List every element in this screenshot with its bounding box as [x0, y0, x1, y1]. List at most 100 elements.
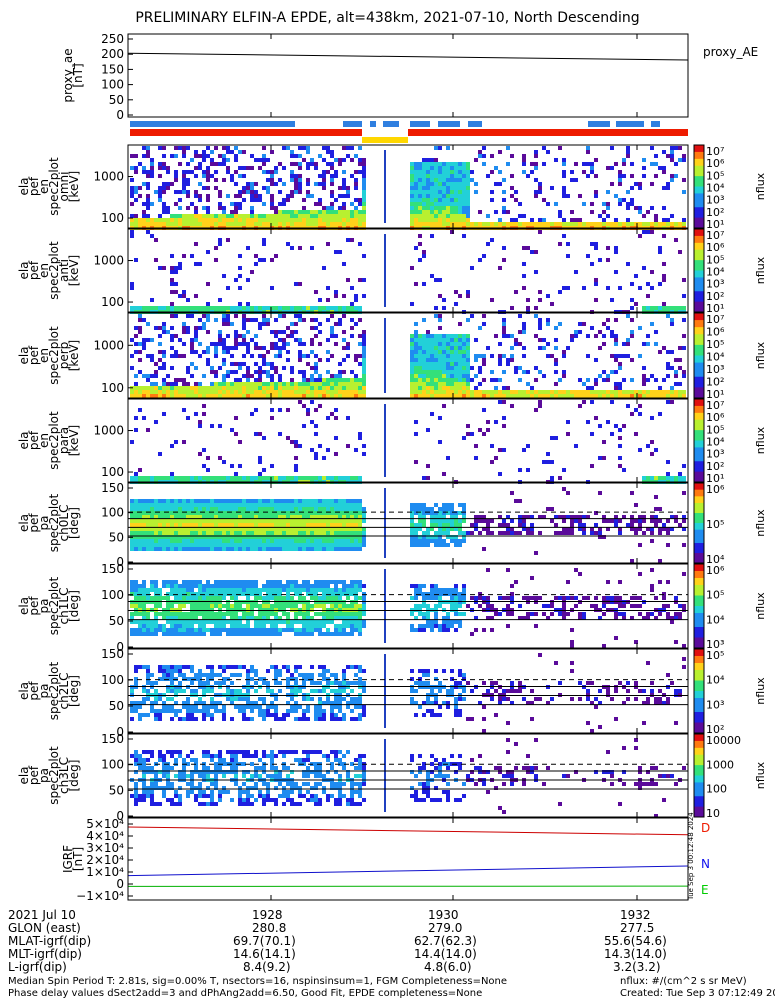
spectrogram-cell — [414, 592, 418, 596]
spectrogram-cell — [450, 519, 454, 523]
spectrogram-cell — [362, 222, 366, 226]
spectrogram-cell — [262, 358, 266, 362]
spectrogram-cell — [262, 503, 266, 507]
spectrogram-cell — [510, 608, 514, 612]
spectrogram-cell — [270, 543, 274, 547]
spectrogram-cell — [174, 394, 178, 398]
spectrogram-cell — [566, 242, 570, 246]
spectrogram-cell — [654, 394, 658, 398]
spectrogram-cell — [266, 178, 270, 182]
spectrogram-cell — [626, 150, 630, 154]
spectrogram-cell — [534, 222, 538, 226]
spectrogram-cell — [314, 476, 318, 480]
spectrogram-cell — [182, 222, 186, 226]
spectrogram-cell — [182, 294, 186, 298]
spectrogram-cell — [358, 535, 362, 539]
spectrogram-cell — [622, 162, 626, 166]
spectrogram-cell — [362, 444, 366, 448]
spectrogram-cell — [426, 535, 430, 539]
spectrogram-cell — [666, 314, 670, 318]
spectrogram-cell — [302, 632, 306, 636]
spectrogram-cell — [250, 198, 254, 202]
spectrogram-cell — [182, 440, 186, 444]
spectrogram-cell — [358, 584, 362, 588]
spectrogram-cell — [362, 190, 366, 194]
spectrogram-cell — [330, 202, 334, 206]
spectrogram-cell — [582, 523, 586, 527]
spectrogram-cell — [326, 416, 330, 420]
spectrogram-cell — [538, 318, 542, 322]
spectrogram-cell — [154, 600, 158, 604]
spectrogram-cell — [410, 362, 414, 366]
spectrogram-cell — [222, 154, 226, 158]
spectrogram-cell — [214, 596, 218, 600]
spectrogram-cell — [346, 444, 350, 448]
spectrogram-cell — [206, 468, 210, 472]
spectrogram-cell — [310, 246, 314, 250]
spectrogram-cell — [422, 358, 426, 362]
spectrogram-cell — [482, 390, 486, 394]
spectrogram-cell — [434, 182, 438, 186]
spectrogram-cell — [506, 162, 510, 166]
spectrogram-cell — [186, 306, 190, 310]
spectrogram-cell — [254, 547, 258, 551]
spectrogram-cell — [210, 596, 214, 600]
spectrogram-cell — [286, 436, 290, 440]
spectrogram-cell — [326, 523, 330, 527]
spectrogram-cell — [138, 588, 142, 592]
spectrogram-cell — [306, 600, 310, 604]
spectrogram-cell — [538, 390, 542, 394]
spectrogram-cell — [202, 503, 206, 507]
spectrogram-cell — [358, 354, 362, 358]
spectrogram-cell — [298, 531, 302, 535]
spectrogram-cell — [146, 515, 150, 519]
spectrogram-cell — [262, 394, 266, 398]
spectrogram-cell — [290, 523, 294, 527]
spectrogram-cell — [250, 628, 254, 632]
spectrogram-cell — [250, 547, 254, 551]
spectrogram-cell — [134, 515, 138, 519]
spectrogram-cell — [622, 222, 626, 226]
spectrogram-cell — [226, 238, 230, 242]
spectrogram-cell — [274, 507, 278, 511]
spectrogram-cell — [338, 604, 342, 608]
spectrogram-cell — [238, 503, 242, 507]
spectrogram-cell — [154, 624, 158, 628]
spectrogram-cell — [414, 362, 418, 366]
spectrogram-cell — [310, 503, 314, 507]
spectrogram-cell — [498, 523, 502, 527]
spectrogram-cell — [342, 499, 346, 503]
spectrogram-cell — [338, 600, 342, 604]
spectrogram-cell — [506, 604, 510, 608]
spectrogram-cell — [634, 503, 638, 507]
spectrogram-cell — [258, 472, 262, 476]
spectrogram-cell — [430, 202, 434, 206]
spectrogram-cell — [254, 616, 258, 620]
spectrogram-cell — [174, 290, 178, 294]
spectrogram-cell — [442, 342, 446, 346]
spectrogram-cell — [142, 620, 146, 624]
spectrogram-cell — [410, 624, 414, 628]
spectrogram-cell — [298, 166, 302, 170]
spectrogram-cell — [338, 394, 342, 398]
spectrogram-cell — [658, 527, 662, 531]
spectrogram-cell — [274, 394, 278, 398]
spectrogram-cell — [302, 386, 306, 390]
spectrogram-cell — [178, 600, 182, 604]
spectrogram-cell — [282, 222, 286, 226]
spectrogram-cell — [246, 330, 250, 334]
spectrogram-cell — [154, 511, 158, 515]
spectrogram-cell — [426, 182, 430, 186]
spectrogram-cell — [630, 412, 634, 416]
spectrogram-cell — [218, 608, 222, 612]
spectrogram-cell — [478, 596, 482, 600]
spectrogram-cell — [622, 354, 626, 358]
spectrogram-cell — [682, 278, 686, 282]
spectrogram-cell — [490, 460, 494, 464]
spectrogram-cell — [190, 588, 194, 592]
spectrogram-cell — [266, 515, 270, 519]
spectrogram-cell — [674, 370, 678, 374]
spectrogram-cell — [630, 162, 634, 166]
spectrogram-cell — [410, 190, 414, 194]
spectrogram-cell — [450, 222, 454, 226]
